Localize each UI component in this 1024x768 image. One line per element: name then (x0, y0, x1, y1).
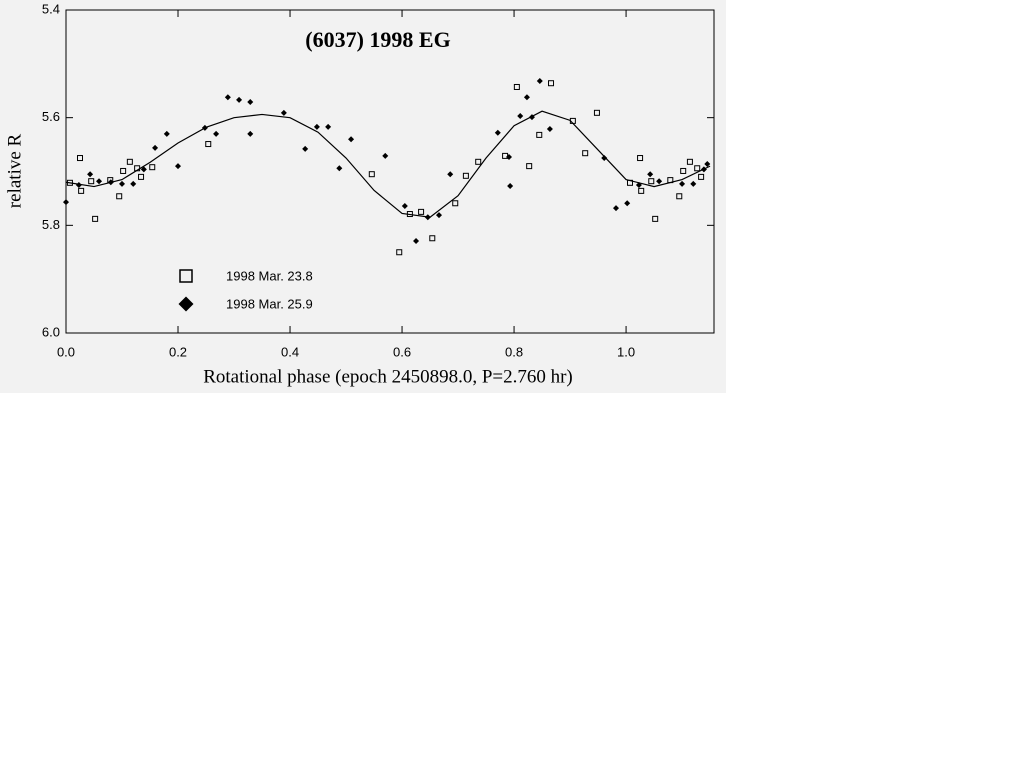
data-point (452, 200, 459, 207)
data-point (624, 200, 631, 207)
data-point (247, 99, 254, 106)
data-point (213, 130, 220, 137)
data-point (401, 202, 408, 209)
x-tick-label: 0.2 (169, 344, 187, 359)
data-point (638, 187, 645, 194)
legend-marker (178, 296, 194, 312)
data-point (88, 178, 95, 185)
y-tick-label: 6.0 (42, 324, 60, 339)
chart-background (0, 0, 726, 393)
data-point (325, 123, 332, 130)
data-point (517, 113, 524, 120)
data-point (593, 109, 600, 116)
data-point (546, 125, 553, 132)
data-point (336, 165, 343, 172)
data-point (601, 155, 608, 162)
data-point (175, 163, 182, 170)
data-point (513, 83, 520, 90)
data-point (280, 109, 287, 116)
data-point (447, 171, 454, 178)
data-point (679, 180, 686, 187)
data-point (506, 153, 513, 160)
data-point (507, 183, 514, 190)
data-point (396, 249, 403, 256)
data-point (680, 167, 687, 174)
data-point (224, 94, 231, 101)
data-point (612, 205, 619, 212)
data-point (92, 215, 99, 222)
data-point (523, 94, 530, 101)
chart-title: (6037) 1998 EG (305, 27, 450, 52)
data-point (686, 158, 693, 165)
data-point (475, 158, 482, 165)
data-point (536, 78, 543, 85)
data-point (582, 150, 589, 157)
data-point (302, 145, 309, 152)
data-point (149, 164, 156, 171)
data-point (418, 208, 425, 215)
data-point (648, 178, 655, 185)
x-tick-label: 0.4 (281, 344, 299, 359)
y-axis-label: relative R (4, 133, 25, 208)
data-point (236, 96, 243, 103)
data-point (413, 237, 420, 244)
data-point (436, 212, 443, 219)
data-point (126, 158, 133, 165)
data-point (205, 141, 212, 148)
data-point (152, 144, 159, 151)
data-point (313, 123, 320, 130)
data-point (690, 180, 697, 187)
x-tick-label: 0.8 (505, 344, 523, 359)
data-point (247, 130, 254, 137)
plot-frame (65, 9, 715, 334)
x-tick-label: 0.0 (57, 344, 75, 359)
data-point (676, 193, 683, 200)
data-point (78, 187, 85, 194)
data-point (536, 131, 543, 138)
data-point (116, 193, 123, 200)
data-point (120, 167, 127, 174)
fit-curve (65, 110, 711, 218)
data-point (694, 165, 701, 172)
data-point (163, 130, 170, 137)
legend-marker (179, 269, 193, 283)
data-point (368, 171, 375, 178)
x-axis-label: Rotational phase (epoch 2450898.0, P=2.7… (203, 366, 573, 387)
y-tick-label: 5.8 (42, 217, 60, 232)
data-point (140, 166, 147, 173)
data-point (87, 171, 94, 178)
data-point (96, 178, 103, 185)
data-point (698, 173, 705, 180)
data-point (429, 235, 436, 242)
data-point (130, 180, 137, 187)
data-point (647, 171, 654, 178)
data-point (382, 152, 389, 159)
data-point (138, 173, 145, 180)
data-point (656, 178, 663, 185)
x-tick-label: 1.0 (617, 344, 635, 359)
data-point (548, 80, 555, 87)
data-point (462, 172, 469, 179)
data-point (63, 199, 69, 206)
y-tick-label: 5.4 (42, 1, 60, 16)
data-point (494, 129, 501, 136)
data-point (77, 155, 84, 162)
x-tick-label: 0.6 (393, 344, 411, 359)
data-point (704, 160, 711, 167)
data-point (652, 215, 659, 222)
data-point (119, 180, 126, 187)
y-tick-label: 5.6 (42, 109, 60, 124)
legend-label: 1998 Mar. 23.8 (226, 268, 313, 283)
data-point (348, 136, 355, 143)
data-point (637, 155, 644, 162)
legend-label: 1998 Mar. 25.9 (226, 296, 313, 311)
data-point (526, 163, 533, 170)
